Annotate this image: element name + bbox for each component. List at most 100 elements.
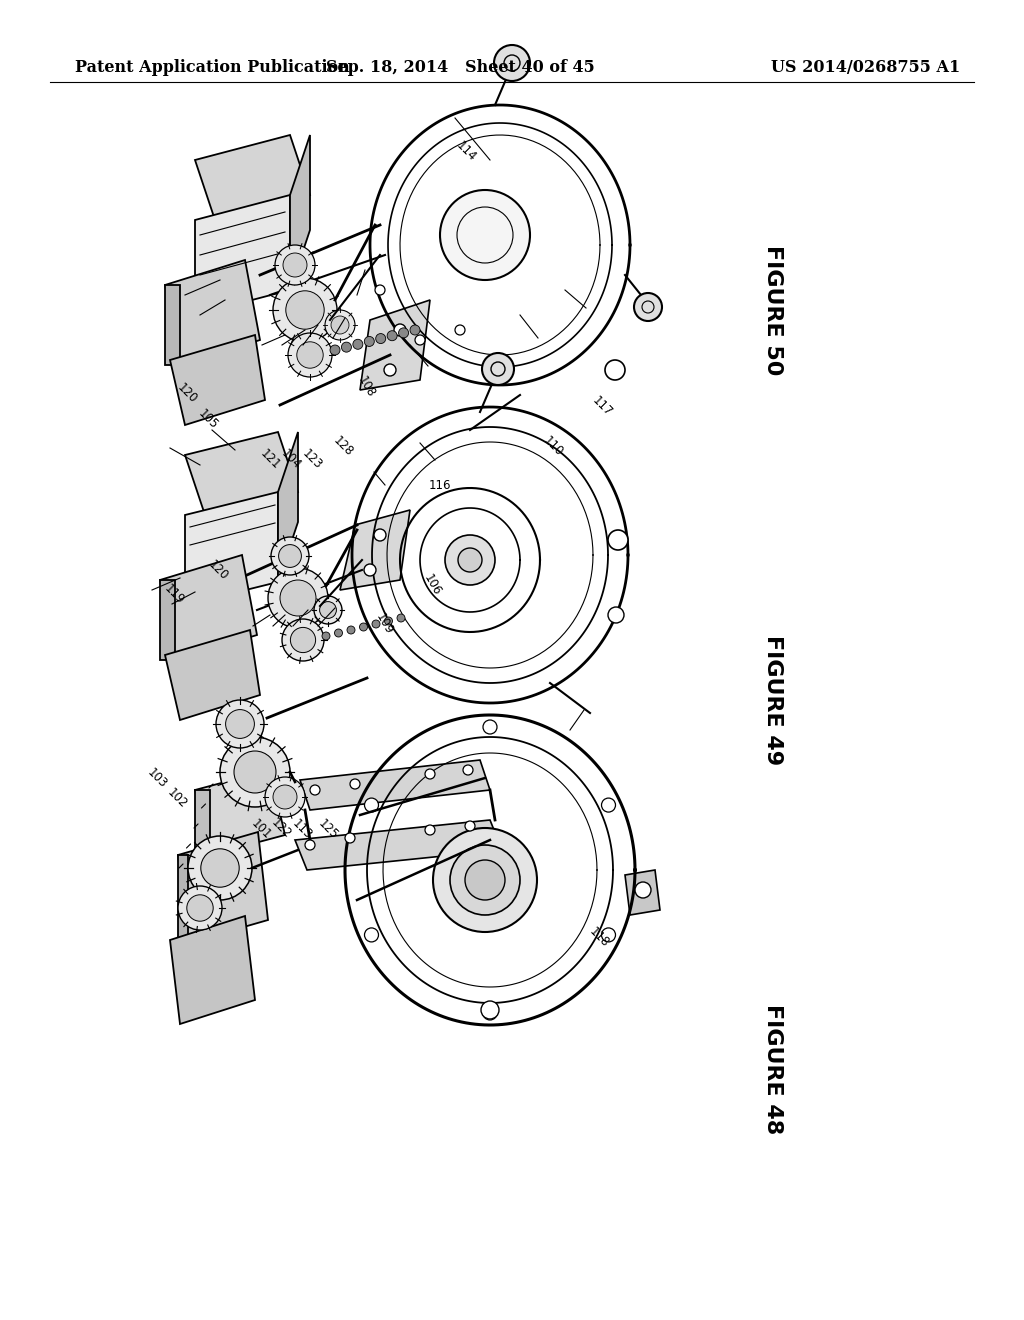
Circle shape — [178, 886, 222, 931]
Circle shape — [372, 620, 380, 628]
Text: Sep. 18, 2014   Sheet 40 of 45: Sep. 18, 2014 Sheet 40 of 45 — [326, 59, 594, 77]
Circle shape — [384, 616, 392, 624]
Polygon shape — [278, 432, 298, 582]
Circle shape — [410, 325, 420, 335]
Text: 119: 119 — [162, 581, 186, 607]
Text: 128: 128 — [331, 434, 355, 458]
Circle shape — [305, 840, 315, 850]
Circle shape — [275, 246, 315, 285]
Text: 114: 114 — [454, 139, 478, 165]
Polygon shape — [178, 855, 188, 942]
Circle shape — [330, 345, 340, 355]
Text: 121: 121 — [258, 446, 283, 473]
Circle shape — [415, 335, 425, 345]
Circle shape — [279, 545, 301, 568]
Circle shape — [322, 632, 330, 640]
Text: FIGURE 48: FIGURE 48 — [763, 1005, 783, 1134]
Text: 108: 108 — [355, 374, 378, 400]
Text: FIGURE 49: FIGURE 49 — [763, 635, 783, 764]
Text: 110: 110 — [541, 434, 565, 458]
Circle shape — [288, 333, 332, 378]
Circle shape — [601, 928, 615, 942]
Text: 103: 103 — [144, 767, 169, 791]
Circle shape — [433, 828, 537, 932]
Circle shape — [314, 597, 342, 624]
Text: 125: 125 — [315, 817, 340, 841]
Polygon shape — [195, 195, 290, 315]
Circle shape — [268, 568, 328, 628]
Text: 120: 120 — [206, 558, 230, 582]
Circle shape — [365, 928, 379, 942]
Circle shape — [458, 548, 482, 572]
Circle shape — [345, 833, 355, 843]
Text: 118: 118 — [587, 925, 611, 949]
Polygon shape — [170, 916, 255, 1024]
Text: 117: 117 — [590, 393, 614, 420]
Polygon shape — [185, 432, 298, 515]
Polygon shape — [170, 335, 265, 425]
Polygon shape — [625, 870, 660, 915]
Circle shape — [265, 777, 305, 817]
Polygon shape — [160, 554, 257, 660]
Circle shape — [297, 342, 324, 368]
Polygon shape — [295, 820, 502, 870]
Circle shape — [398, 327, 409, 338]
Circle shape — [397, 614, 406, 622]
Text: 104: 104 — [279, 447, 303, 471]
Text: 106: 106 — [421, 572, 443, 598]
Text: 122: 122 — [269, 816, 294, 842]
Circle shape — [394, 323, 406, 337]
Text: 123: 123 — [300, 447, 325, 471]
Polygon shape — [195, 789, 210, 855]
Circle shape — [283, 253, 307, 277]
Circle shape — [220, 737, 290, 807]
Text: 120: 120 — [175, 381, 200, 405]
Circle shape — [481, 1001, 499, 1019]
Text: 101: 101 — [249, 817, 273, 841]
Circle shape — [455, 325, 465, 335]
Circle shape — [425, 770, 435, 779]
Circle shape — [605, 360, 625, 380]
Circle shape — [608, 531, 628, 550]
Circle shape — [291, 627, 315, 652]
Circle shape — [483, 719, 497, 734]
Circle shape — [601, 799, 615, 812]
Circle shape — [608, 607, 624, 623]
Circle shape — [365, 799, 379, 812]
Circle shape — [384, 364, 396, 376]
Circle shape — [353, 339, 362, 350]
Text: 105: 105 — [196, 408, 220, 432]
Text: 113: 113 — [290, 817, 314, 841]
Circle shape — [494, 45, 530, 81]
Polygon shape — [178, 832, 268, 942]
Circle shape — [331, 315, 349, 334]
Circle shape — [365, 337, 375, 346]
Circle shape — [450, 845, 520, 915]
Circle shape — [634, 293, 662, 321]
Text: FIGURE 50: FIGURE 50 — [763, 246, 783, 375]
Circle shape — [359, 623, 368, 631]
Circle shape — [225, 710, 254, 738]
Circle shape — [341, 342, 351, 352]
Circle shape — [273, 785, 297, 809]
Circle shape — [271, 537, 309, 576]
Circle shape — [335, 630, 342, 638]
Circle shape — [201, 849, 240, 887]
Circle shape — [286, 290, 325, 329]
Circle shape — [234, 751, 276, 793]
Circle shape — [273, 279, 337, 342]
Circle shape — [387, 331, 397, 341]
Polygon shape — [185, 492, 278, 605]
Polygon shape — [165, 285, 180, 366]
Circle shape — [465, 861, 505, 900]
Circle shape — [375, 285, 385, 294]
Text: 102: 102 — [165, 787, 189, 810]
Circle shape — [482, 352, 514, 385]
Circle shape — [310, 785, 319, 795]
Polygon shape — [340, 510, 410, 590]
Circle shape — [186, 895, 213, 921]
Circle shape — [376, 334, 386, 343]
Text: Patent Application Publication: Patent Application Publication — [75, 59, 350, 77]
Circle shape — [282, 619, 324, 661]
Circle shape — [374, 529, 386, 541]
